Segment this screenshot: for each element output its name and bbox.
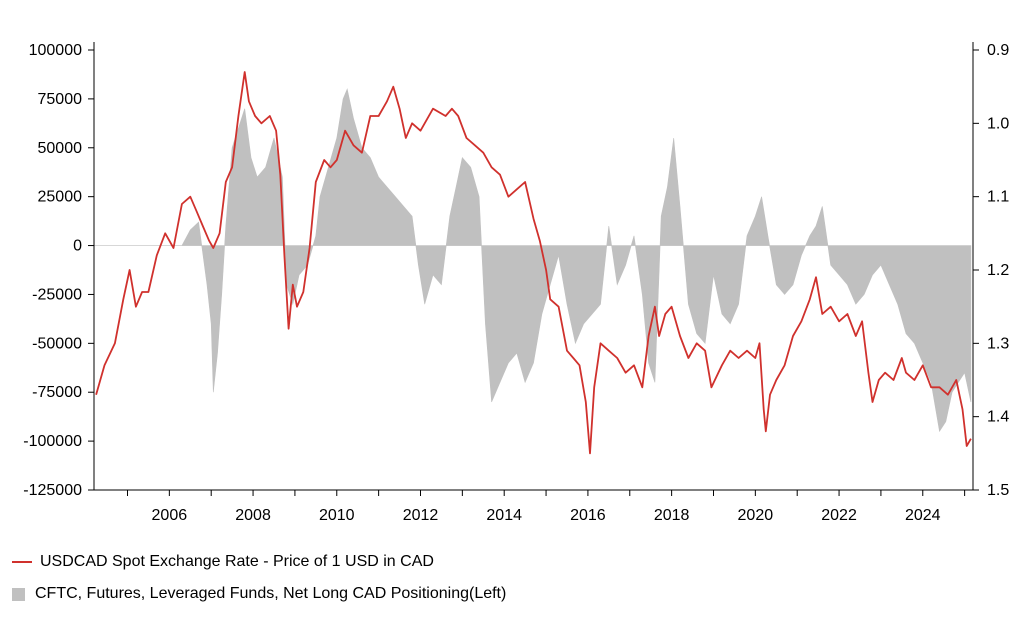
legend-label-usdcad: USDCAD Spot Exchange Rate - Price of 1 U… [40,553,434,570]
x-tick-label: 2022 [821,507,857,524]
legend-label-cftc: CFTC, Futures, Leveraged Funds, Net Long… [35,585,507,602]
cftc-positioning-area [94,88,972,433]
left-y-tick-label: 0 [73,238,82,255]
x-tick-label: 2010 [319,507,355,524]
right-y-tick-label: 1.0 [987,115,1009,132]
legend-item-cftc: CFTC, Futures, Leveraged Funds, Net Long… [12,585,506,603]
right-y-tick-label: 1.3 [987,335,1009,352]
left-y-tick-label: -100000 [23,433,82,450]
left-y-tick-label: -75000 [32,384,82,401]
left-y-tick-label: 75000 [38,91,83,108]
line-series-usdcad [95,71,972,455]
x-tick-label: 2008 [235,507,271,524]
right-y-tick-label: 0.9 [987,42,1009,59]
left-y-tick-label: -25000 [32,286,82,303]
area-series-cftc [94,88,972,433]
x-tick-label: 2006 [152,507,188,524]
right-y-tick-label: 1.2 [987,262,1009,279]
left-y-tick-label: -125000 [23,482,82,499]
legend-box-swatch [12,587,25,601]
left-y-tick-label: -50000 [32,335,82,352]
left-y-tick-label: 25000 [38,189,83,206]
left-y-tick-label: 100000 [29,42,82,59]
x-tick-label: 2012 [403,507,439,524]
right-y-tick-label: 1.1 [987,189,1009,206]
x-tick-label: 2018 [654,507,690,524]
x-tick-label: 2020 [738,507,774,524]
right-y-tick-label: 1.4 [987,409,1009,426]
x-tick-label: 2016 [570,507,606,524]
right-y-tick-label: 1.5 [987,482,1009,499]
legend-item-usdcad: USDCAD Spot Exchange Rate - Price of 1 U… [12,553,434,571]
legend-line-swatch [12,561,32,563]
x-tick-label: 2024 [905,507,941,524]
axes: 100000 75000 50000 25000 0 -25000 -50000 -75000… [23,42,1009,524]
x-tick-label: 2014 [486,507,522,524]
left-y-tick-label: 50000 [38,140,83,157]
usdcad-spot-line [95,71,972,455]
